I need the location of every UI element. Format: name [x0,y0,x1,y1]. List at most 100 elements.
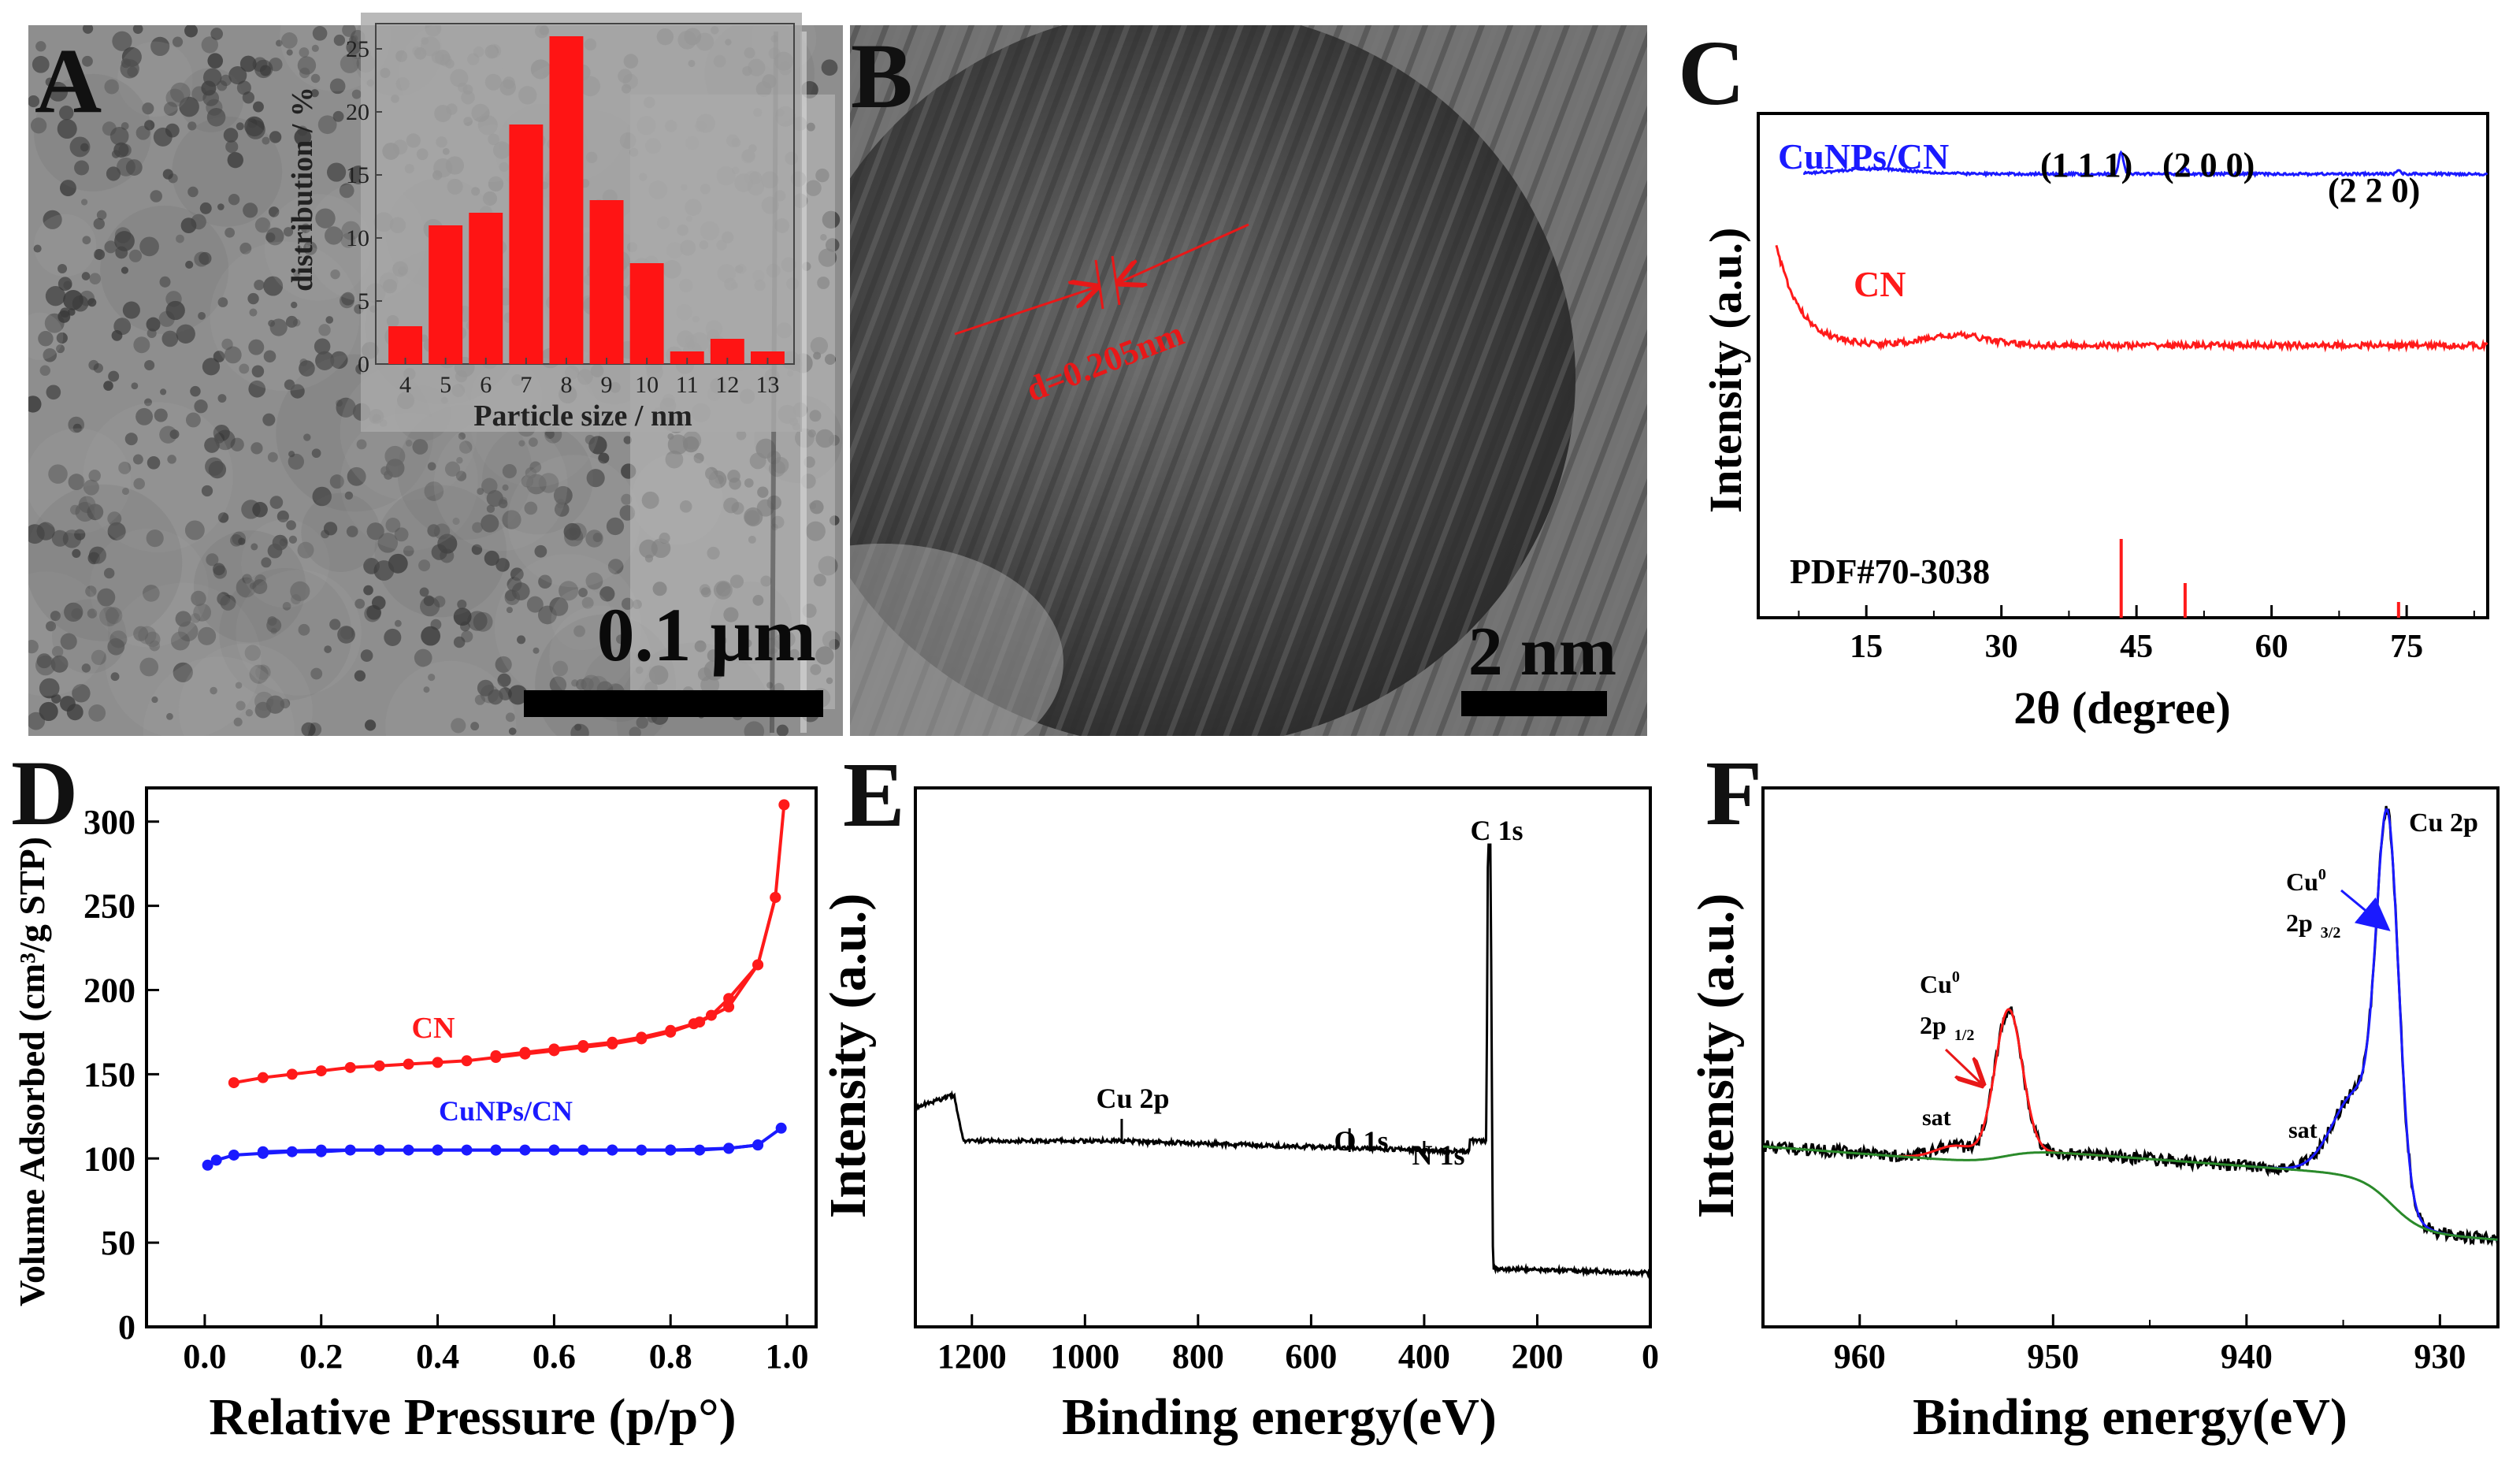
tem-particle [467,611,488,631]
tem-particle [470,722,480,731]
x-tick-label-e: 1200 [937,1337,1007,1376]
lattice-fringe [1123,25,1401,736]
tem-particle [147,456,161,470]
tem-particle [242,91,255,104]
tem-particle [81,272,91,281]
tem-particle [451,718,466,734]
lattice-fringe [850,25,975,353]
tem-particle [128,249,143,262]
tem-particle [480,685,499,704]
x-tick-label-f: 960 [1834,1337,1886,1376]
lattice-fringe [1038,25,1316,736]
panel-b: B d=0.205nm 2 nm [850,24,1647,736]
inset-x-tick-label: 9 [601,372,613,398]
tem-particle [581,674,601,693]
isotherm-point [775,1122,787,1134]
tem-particle [553,485,573,505]
tem-particle [363,585,373,596]
tem-particle [251,543,258,551]
tem-particle [176,234,184,243]
lattice-fringe [1265,25,1542,736]
x-tick-label-d: 0.0 [183,1337,226,1376]
tem-particle [384,628,402,646]
tem-particle [341,221,361,240]
tem-particle [474,694,485,705]
lattice-fringe [1223,25,1500,736]
tem-particle [190,385,201,397]
tem-particle [621,493,633,505]
tem-particle [254,574,266,586]
tem-particle [88,470,101,482]
tem-particle [93,363,103,373]
tem-particle [72,548,81,558]
y-tick-label-d: 250 [84,887,135,926]
tem-particle [263,276,284,296]
tem-particle [208,460,227,479]
tem-particle [72,75,84,86]
tem-particle [286,49,293,56]
tem-particle [317,115,337,135]
tem-particle [286,520,296,530]
tem-particle [279,538,288,547]
tem-particle [85,585,97,597]
inset-x-tick-label: 6 [480,372,492,398]
tem-particle [48,81,69,102]
tem-particle [56,332,68,344]
inset-y-tick-label: 0 [358,351,369,377]
tem-particle [453,636,466,648]
tem-particle [363,558,380,574]
tem-particle [87,552,100,565]
tem-particle [333,34,346,46]
isotherm-point [723,1142,735,1154]
tem-particle [56,344,65,354]
tem-particle [239,363,250,374]
lattice-fringe [850,25,1032,503]
tem-particle [371,596,386,610]
tem-particle [505,712,515,723]
tem-particle [776,724,789,736]
xrd-curve-cn [1775,244,2488,353]
tem-particle [346,39,361,55]
tem-contrast-patch [34,73,152,191]
tem-particle [251,365,265,378]
y-axis-label-f: Intensity (a.u.) [1687,894,1745,1219]
scale-bar-label-a: 0.1 μm [597,593,816,677]
plot-frame-d [145,786,818,1328]
tem-particle [744,721,765,736]
tem-particle [486,504,495,514]
tem-particle [518,440,525,447]
tem-particle [254,217,271,233]
tem-particle [267,451,278,463]
tem-particle [299,360,315,377]
tem-particle [88,704,106,722]
inset-y-tick-label: 25 [346,36,369,62]
tem-particle [50,655,69,673]
lattice-mark-1 [1094,259,1104,310]
y-tick-label-d: 300 [84,803,135,842]
tem-particle [82,25,94,34]
tem-particle [394,619,402,627]
lattice-fringe [1478,292,1647,736]
tem-particle [74,160,90,176]
tem-particle [35,41,46,52]
tem-particle [303,433,311,441]
x-axis-label-f: Binding energy(eV) [1913,1388,2347,1446]
x-tick-label-f: 950 [2027,1337,2079,1376]
tem-particle [349,35,357,44]
tem-particle [364,719,377,731]
tem-particle [460,621,470,632]
tem-particle [28,640,39,654]
tem-contrast-patch [28,312,64,360]
tem-particle [288,451,295,458]
tem-particle [198,311,206,320]
tem-particle [143,585,160,602]
isotherm-point [490,1050,502,1061]
tem-particle [563,522,581,541]
tem-particle [495,558,510,572]
tem-particle [293,269,301,277]
lattice-fringe [1293,25,1571,736]
tem-particle [341,292,355,306]
peak-label-n1s: N 1s [1412,1139,1464,1171]
isotherm-point [403,1058,414,1070]
tem-particle [89,273,102,285]
